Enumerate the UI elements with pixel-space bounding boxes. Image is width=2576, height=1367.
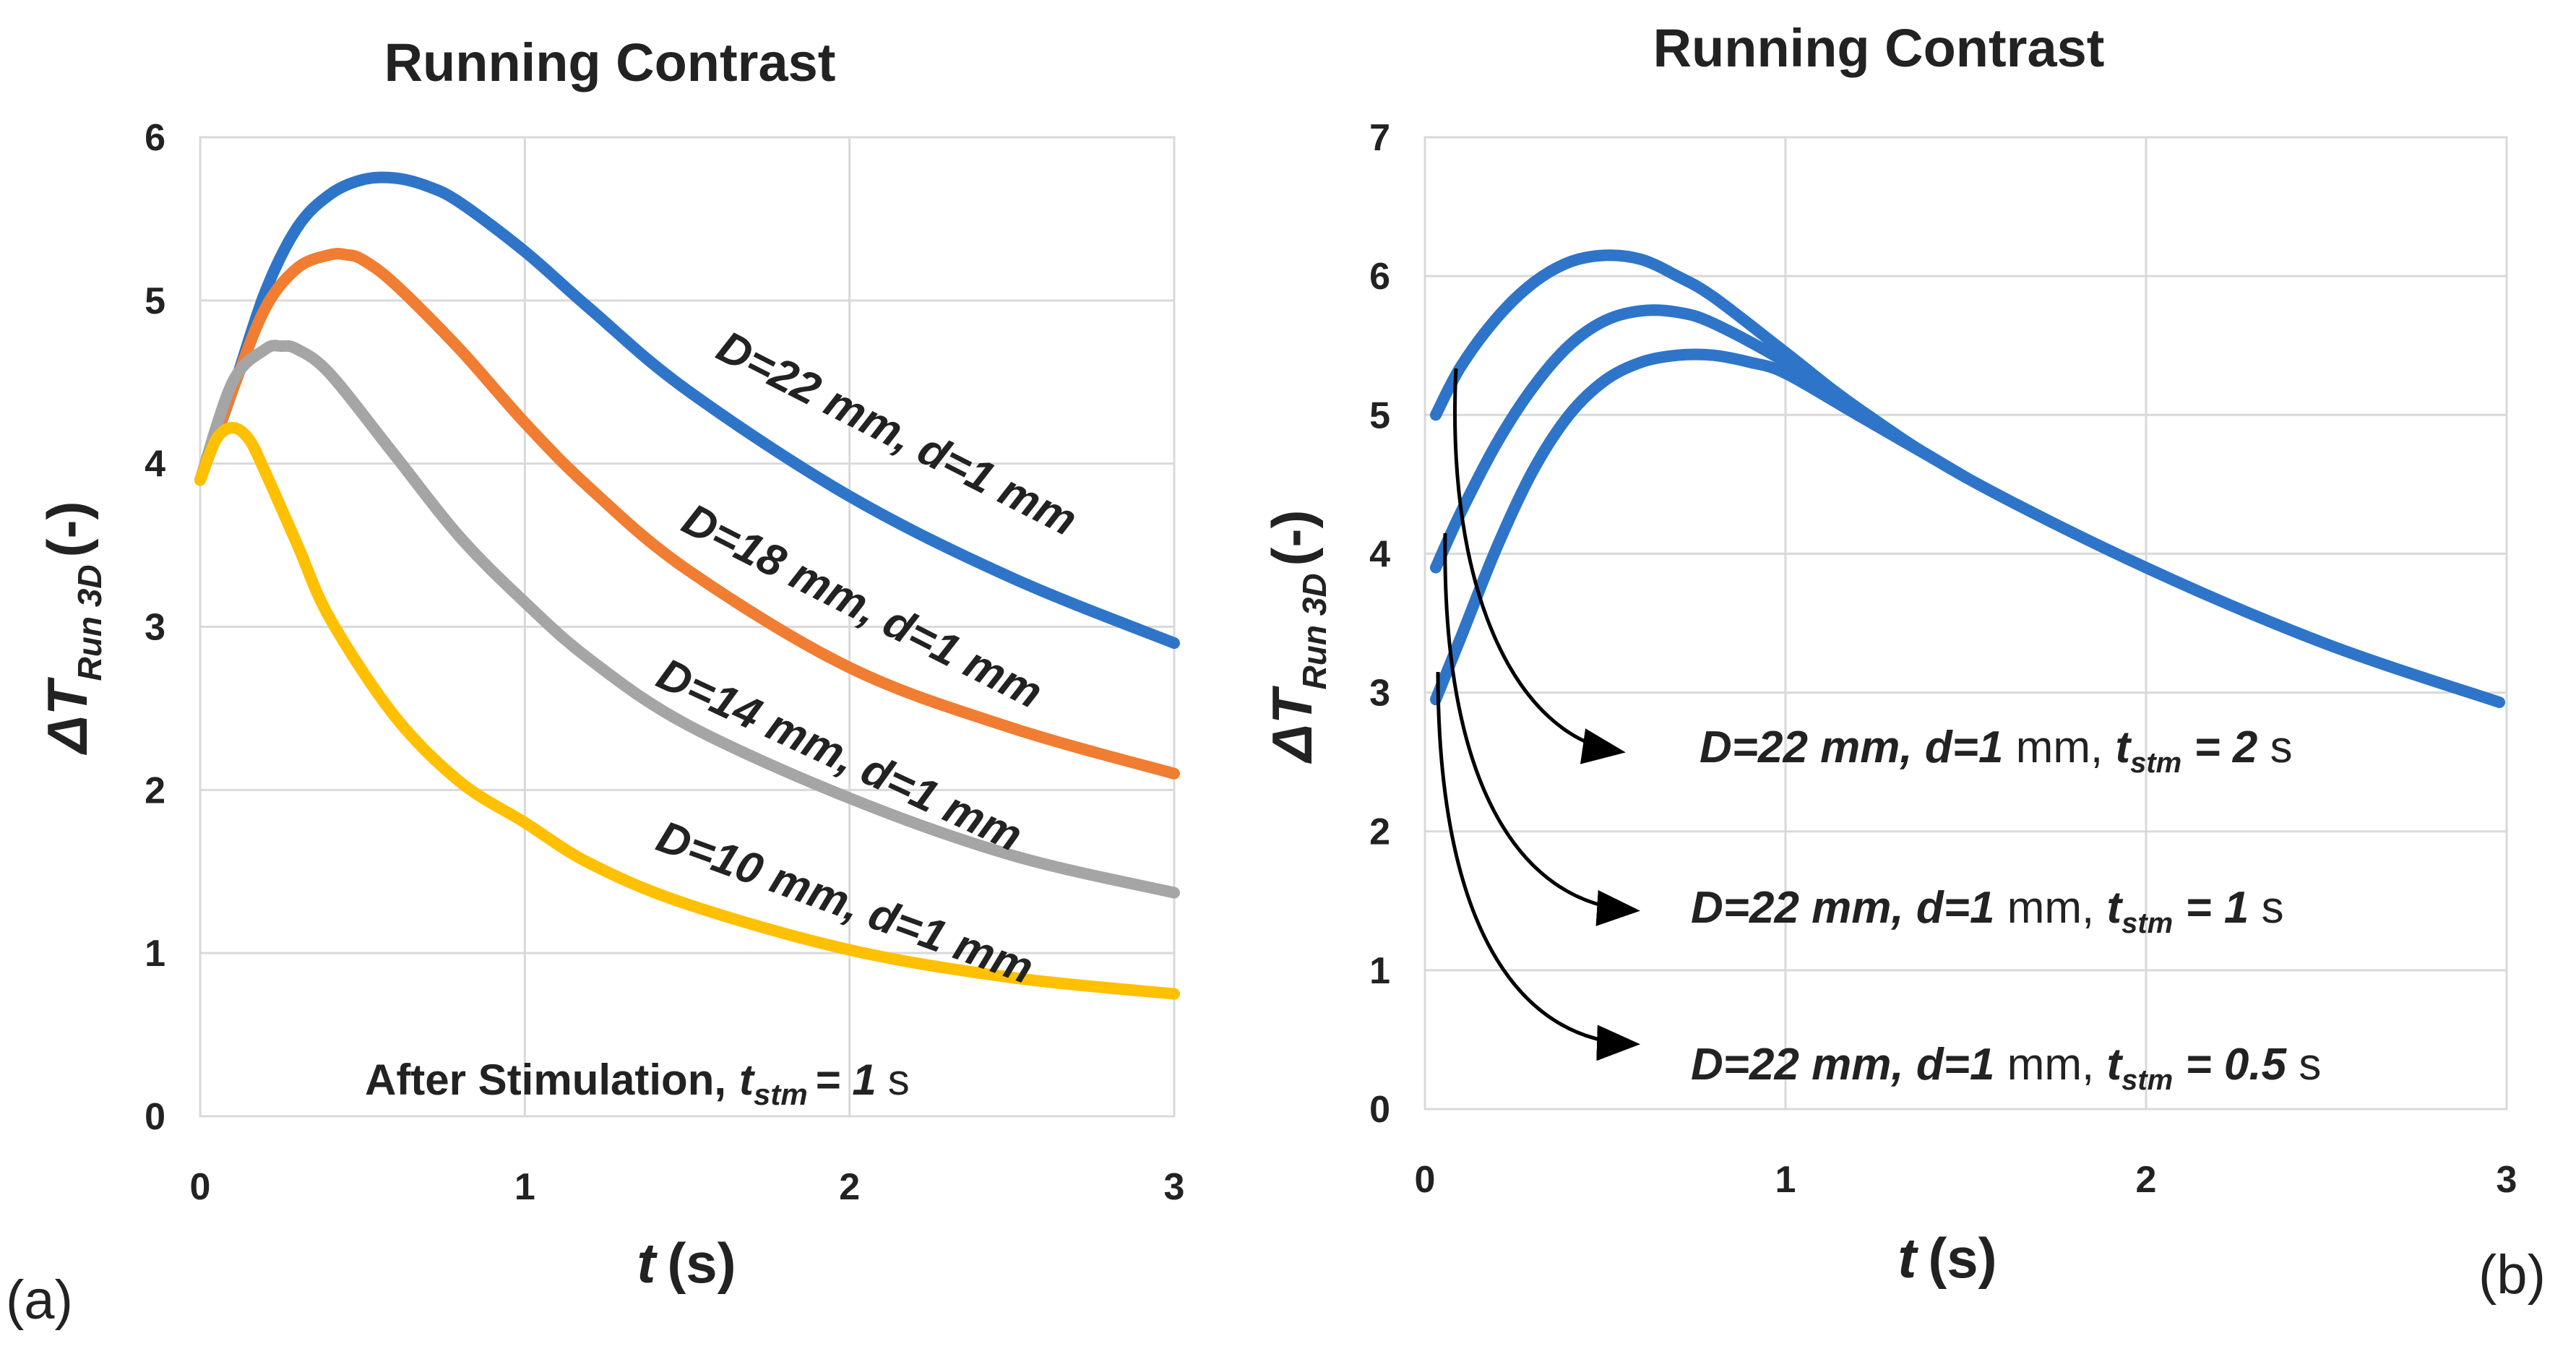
a-y-tick-label: 4 — [145, 444, 165, 486]
a-y-tick-label: 0 — [145, 1096, 165, 1138]
panel-a-title: Running Contrast — [384, 33, 836, 92]
b-x-tick-label: 2 — [2136, 1159, 2157, 1201]
panel-b-gridlines — [1423, 136, 2508, 1111]
panel-b-x-axis-label: t (s) — [1897, 1226, 1996, 1290]
panel-a-tag: (a) — [6, 1269, 73, 1331]
b-y-tick-label: 6 — [1369, 256, 1390, 298]
panel-b-label-tstm-1: D=22 mm, d=1 mm, tstm = 1 s — [1691, 883, 2284, 939]
a-x-tick-label: 2 — [839, 1166, 860, 1208]
b-x-tick-label: 1 — [1775, 1159, 1796, 1201]
b-y-tick-label: 4 — [1369, 533, 1390, 575]
b-y-tick-label: 7 — [1369, 117, 1390, 159]
a-y-tick-label: 2 — [145, 769, 165, 811]
panel-b-label-tstm-2: D=22 mm, d=1 mm, tstm = 2 s — [1700, 723, 2293, 779]
a-y-tick-label: 5 — [145, 280, 165, 322]
b-y-tick-label: 2 — [1369, 811, 1390, 853]
panel-b-x-ticks: 0 1 2 3 — [1415, 1159, 2517, 1201]
b-series-line-2 — [1429, 348, 1972, 706]
panel-b-series — [1429, 249, 2506, 709]
panel-a-x-ticks: 0 1 2 3 — [190, 1166, 1185, 1208]
b-y-tick-label: 1 — [1369, 950, 1390, 992]
b-y-tick-label: 5 — [1369, 394, 1390, 436]
a-y-tick-label: 1 — [145, 933, 165, 975]
panel-a-label-d22: D=22 mm, d=1 mm — [710, 322, 1085, 545]
panel-a-y-ticks: 0 1 2 3 4 5 6 — [145, 117, 165, 1138]
a-series-line-0 — [194, 171, 1180, 650]
panel-a-plot-area — [199, 136, 1176, 1118]
panel-b-plot-area — [1423, 136, 2508, 1111]
panel-a-series — [194, 171, 1180, 1000]
b-series-line-0 — [1429, 249, 2506, 709]
panel-b-arrow-tstm-05 — [1436, 671, 1640, 1061]
b-y-tick-label: 0 — [1369, 1089, 1390, 1131]
panel-b-title: Running Contrast — [1653, 18, 2105, 78]
b-x-tick-label: 0 — [1415, 1159, 1436, 1201]
panel-b-arrow-tstm-2 — [1453, 368, 1626, 764]
panel-b-y-ticks: 0 1 2 3 4 5 6 7 — [1369, 117, 1390, 1131]
b-x-tick-label: 3 — [2497, 1159, 2517, 1201]
panel-b-arrow-tstm-1 — [1443, 532, 1640, 926]
a-y-tick-label: 6 — [145, 117, 165, 159]
panel-b-label-tstm-05: D=22 mm, d=1 mm, tstm = 0.5 s — [1691, 1040, 2321, 1096]
panel-a-x-axis-label: t (s) — [637, 1231, 736, 1295]
panel-b-tag: (b) — [2478, 1244, 2546, 1306]
a-y-tick-label: 3 — [145, 607, 165, 649]
panel-b: Running Contrast 0 1 2 3 4 5 6 7 0 1 2 3 ΔTRun 3D(… — [1260, 18, 2546, 1306]
a-series-line-1 — [194, 247, 1180, 780]
a-x-tick-label: 3 — [1164, 1166, 1185, 1208]
panel-a: Running Contrast 0 1 2 3 4 5 6 0 1 2 3 ΔTRun 3D(-… — [6, 33, 1184, 1331]
a-x-tick-label: 1 — [514, 1166, 535, 1208]
a-series-line-2 — [194, 340, 1180, 899]
panel-b-y-axis-label: ΔTRun 3D(-) — [1260, 510, 1333, 764]
panel-a-y-axis-label: ΔTRun 3D(-) — [35, 501, 108, 756]
b-y-tick-label: 3 — [1369, 673, 1390, 715]
a-x-tick-label: 0 — [190, 1166, 211, 1208]
a-series-line-3 — [194, 421, 1180, 1000]
